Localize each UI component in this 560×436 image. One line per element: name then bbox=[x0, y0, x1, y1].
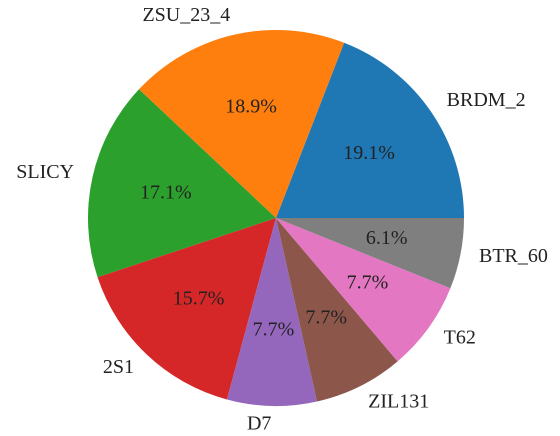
pie-slice bbox=[138, 30, 345, 219]
pie-slice bbox=[226, 218, 318, 406]
percent-label: 7.7% bbox=[305, 307, 347, 329]
slice-label: ZIL131 bbox=[368, 391, 429, 413]
slice-label: ZSU_23_4 bbox=[142, 4, 230, 26]
percent-label: 19.1% bbox=[343, 142, 395, 164]
pie-slice bbox=[276, 42, 464, 218]
pie-slice bbox=[276, 218, 398, 402]
percent-label: 7.7% bbox=[347, 272, 389, 294]
pie-slice bbox=[97, 218, 277, 400]
pie-slice bbox=[276, 218, 464, 289]
slice-label: T62 bbox=[444, 327, 476, 349]
pie-slice bbox=[276, 218, 451, 362]
percent-label: 17.1% bbox=[140, 181, 192, 203]
slice-label: BTR_60 bbox=[479, 245, 548, 267]
percent-label: 15.7% bbox=[173, 288, 225, 310]
slice-label: 2S1 bbox=[103, 356, 134, 378]
slice-label: SLICY bbox=[16, 161, 74, 183]
percent-label: 6.1% bbox=[366, 227, 408, 249]
slice-label: D7 bbox=[247, 412, 271, 434]
slice-label: BRDM_2 bbox=[447, 89, 526, 111]
percent-label: 7.7% bbox=[253, 318, 295, 340]
percent-label: 18.9% bbox=[225, 96, 277, 118]
pie-slice bbox=[87, 89, 276, 278]
